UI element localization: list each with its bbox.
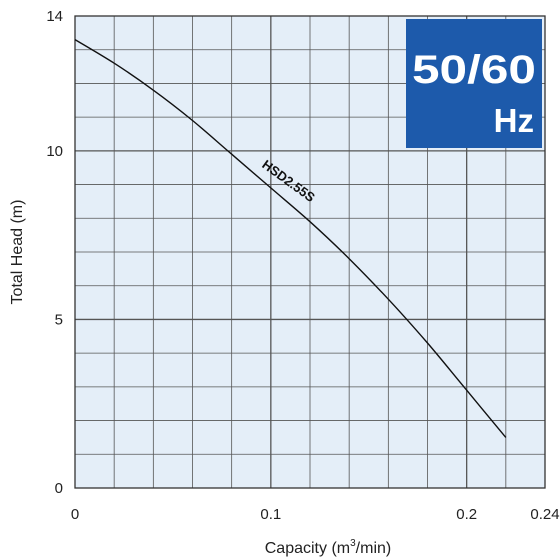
y-tick-label: 5 <box>55 311 63 328</box>
plot-frame <box>74 15 546 489</box>
x-tick-label: 0.24 <box>530 506 559 523</box>
x-axis-title-superscript: 3 <box>350 538 356 549</box>
y-axis-title: Total Head (m) <box>9 200 26 305</box>
x-tick-label: 0.1 <box>260 506 281 523</box>
frequency-badge-value: 50/60 <box>412 48 536 92</box>
frequency-badge-background <box>406 19 542 148</box>
x-axis-title-tail: /min) <box>356 540 392 557</box>
frequency-badge-unit: Hz <box>494 102 534 139</box>
x-axis-title: Capacity (m3/min) <box>265 538 391 557</box>
x-tick-labels: 0 0.1 0.2 0.24 <box>71 506 560 523</box>
y-tick-label: 14 <box>46 8 63 25</box>
x-axis-title-text: Capacity (m <box>265 540 350 557</box>
y-tick-label: 0 <box>55 480 63 497</box>
frequency-badge: 50/60 Hz <box>406 19 542 148</box>
y-tick-label: 10 <box>46 143 63 160</box>
x-tick-label: 0.2 <box>456 506 477 523</box>
y-tick-labels: 0 5 10 14 <box>46 8 63 497</box>
x-tick-label: 0 <box>71 506 79 523</box>
performance-curve <box>74 38 507 438</box>
